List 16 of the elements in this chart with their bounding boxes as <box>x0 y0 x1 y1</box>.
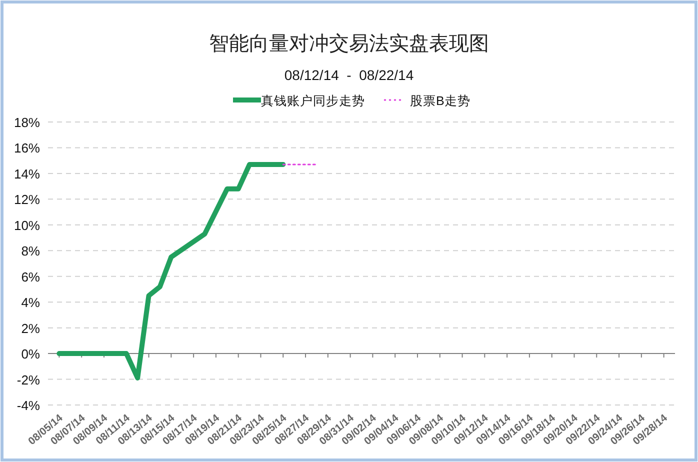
chart-title: 智能向量对冲交易法实盘表现图 <box>209 33 489 55</box>
y-tick-label: 10% <box>14 218 40 233</box>
y-tick-label: -4% <box>16 398 40 413</box>
y-tick-label: 18% <box>14 115 40 130</box>
legend-label: 股票B走势 <box>410 94 470 108</box>
legend-label: 真钱账户同步走势 <box>261 94 365 108</box>
y-tick-label: 16% <box>14 140 40 156</box>
y-tick-label: 12% <box>14 192 40 208</box>
y-tick-label: 4% <box>21 295 40 310</box>
chart-subtitle: 08/12/14 - 08/22/14 <box>284 67 414 83</box>
y-tick-label: 14% <box>14 166 40 182</box>
y-tick-label: 8% <box>21 244 40 259</box>
y-tick-label: 0% <box>21 346 40 362</box>
y-tick-label: -2% <box>16 372 40 388</box>
y-tick-label: 6% <box>21 269 40 284</box>
y-tick-label: 2% <box>21 320 40 336</box>
